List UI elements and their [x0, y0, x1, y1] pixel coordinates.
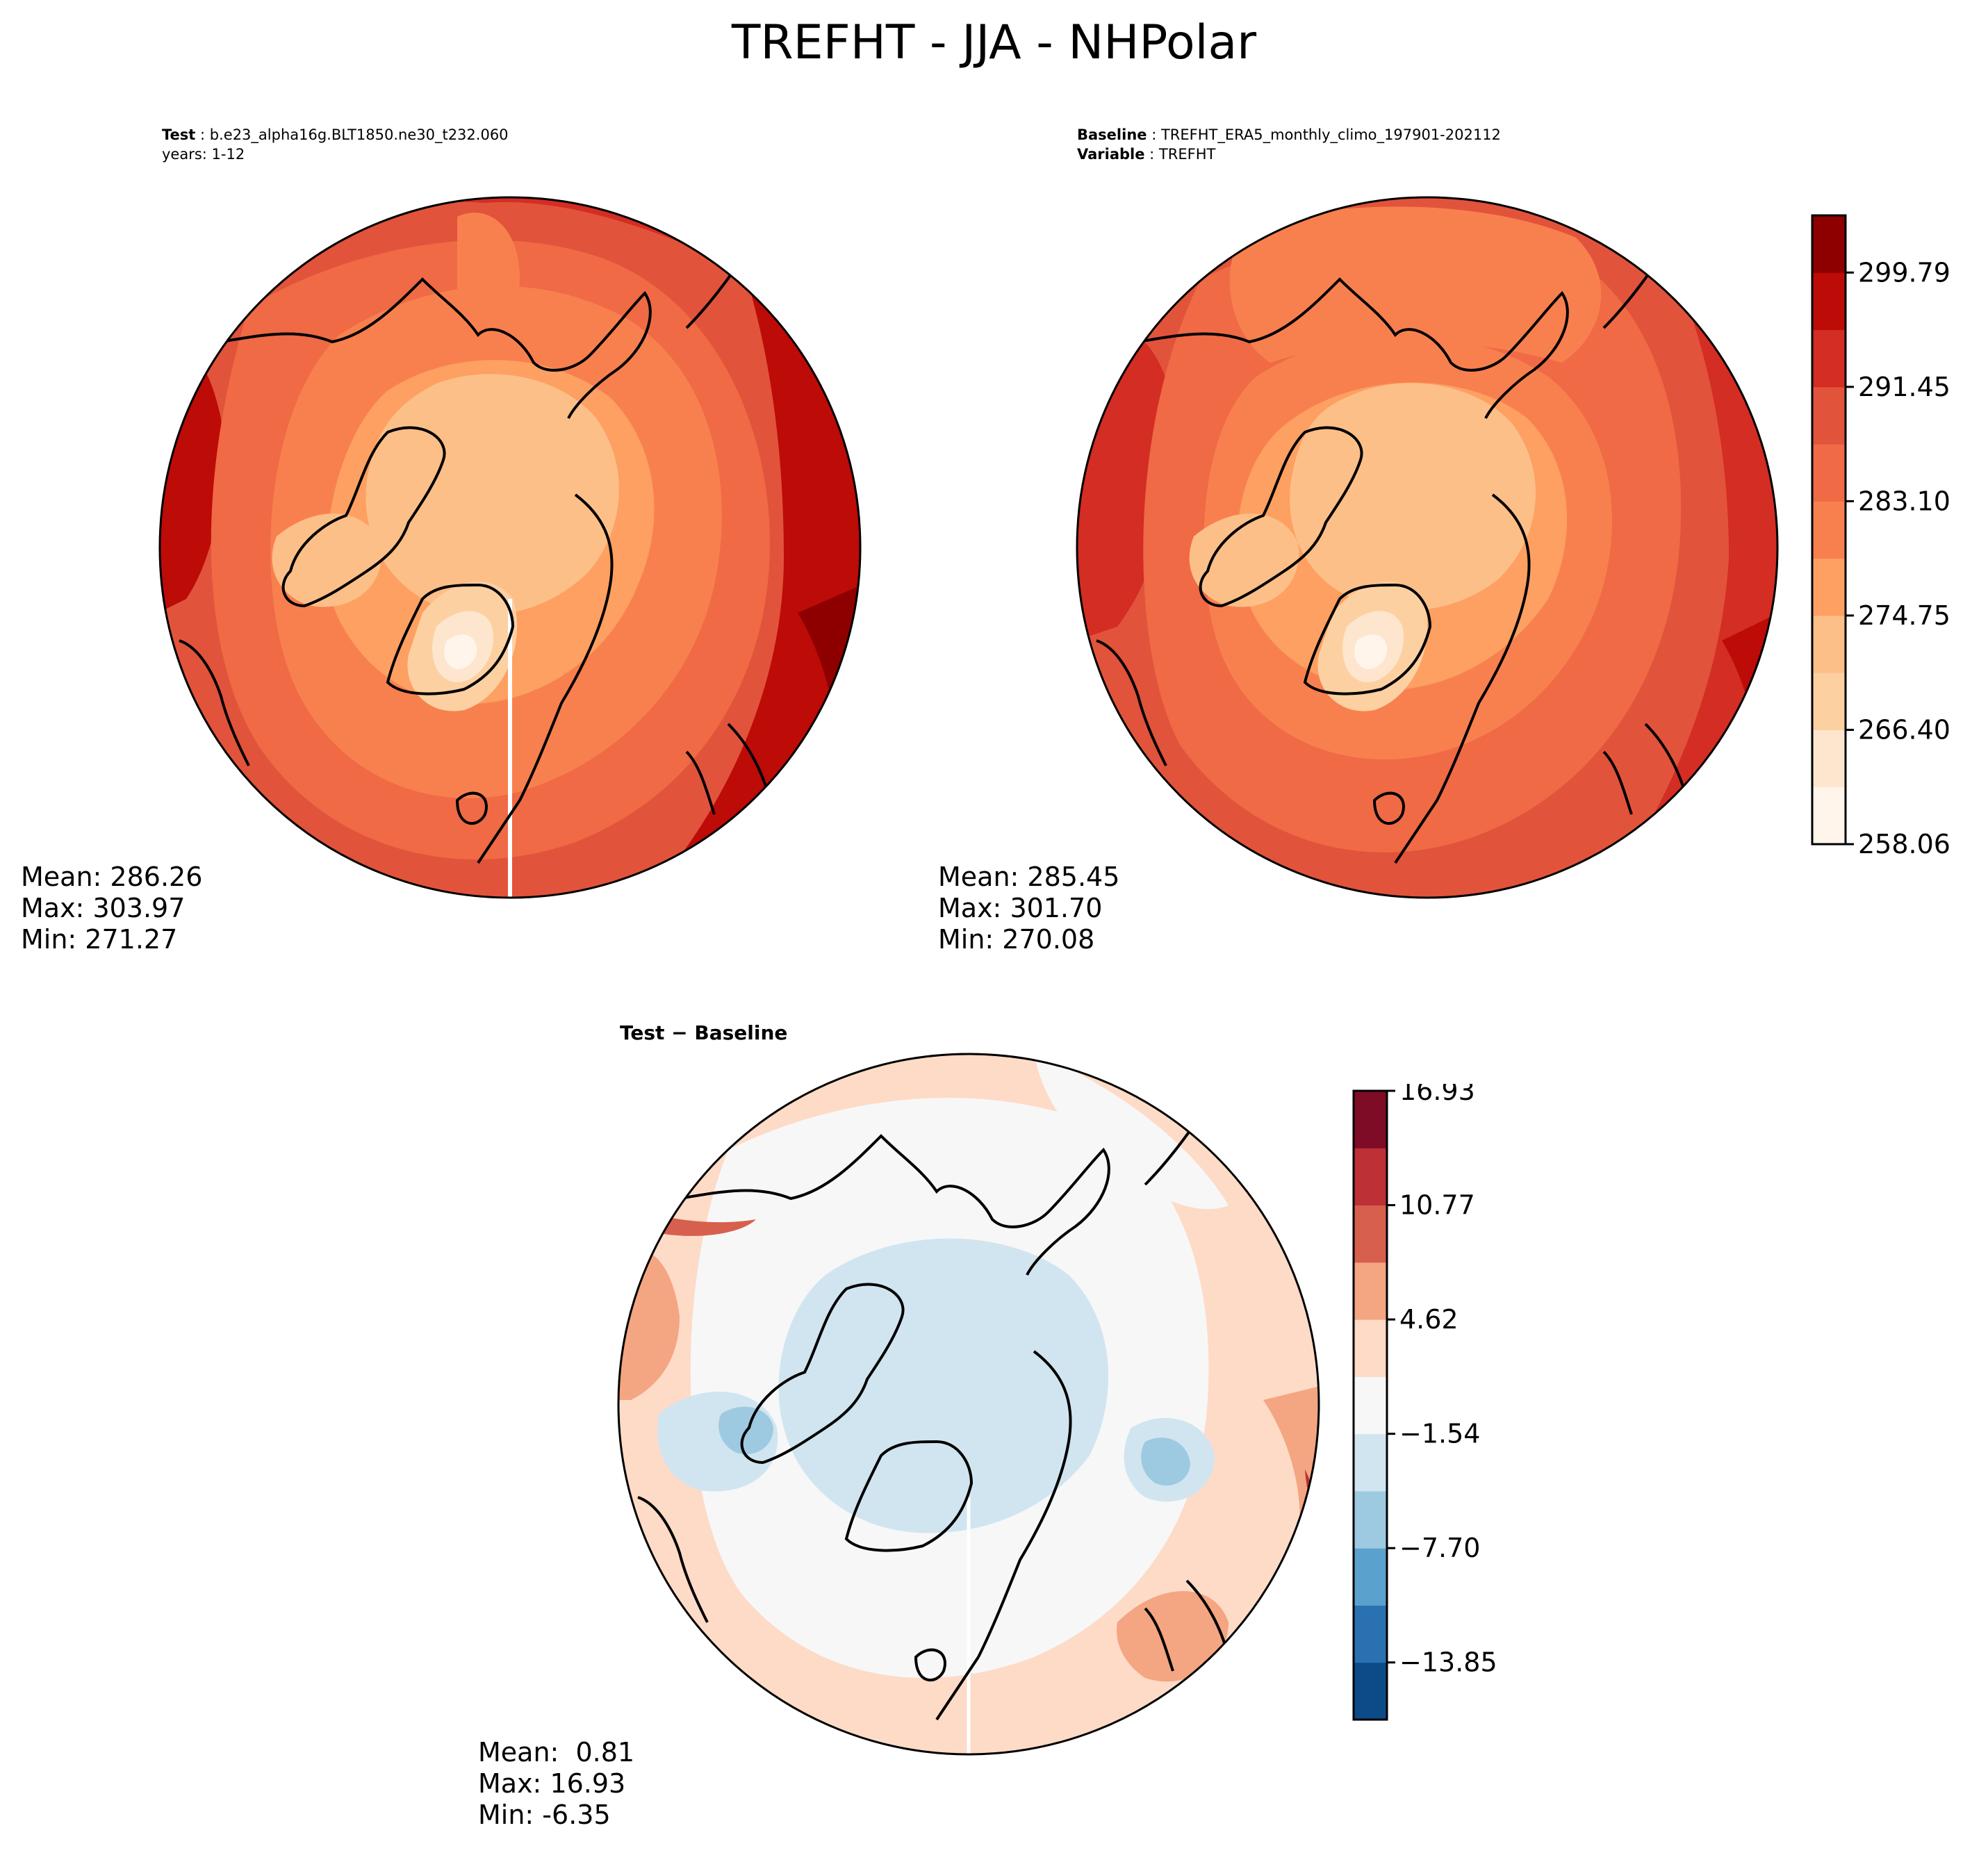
baseline-variable-value: TREFHT [1158, 146, 1216, 163]
main-colorbar-segment [1812, 386, 1846, 445]
diff-title: Test − Baseline [620, 1021, 788, 1044]
test-stats: Mean: 286.26 Max: 303.97 Min: 271.27 [21, 862, 202, 955]
diff-colorbar-tick-label: −13.85 [1399, 1647, 1497, 1678]
main-colorbar-tick-label: 283.10 [1858, 486, 1950, 516]
diff-colorbar-tick-label: −1.54 [1399, 1419, 1480, 1449]
diff-polar-map [617, 1053, 1320, 1756]
baseline-polar-map [1076, 196, 1779, 899]
main-colorbar-tick-label: 291.45 [1858, 372, 1950, 402]
main-colorbar-tick-label: 299.79 [1858, 257, 1950, 288]
main-colorbar-segment [1812, 615, 1846, 673]
diff-colorbar-segments [1354, 1091, 1387, 1720]
diff-colorbar-tick-label: 16.93 [1399, 1084, 1475, 1106]
main-colorbar-tick-label: 266.40 [1858, 714, 1950, 745]
baseline-max: Max: 301.70 [938, 893, 1103, 923]
diff-stats: Mean: 0.81 Max: 16.93 Min: -6.35 [478, 1737, 634, 1831]
main-colorbar-segment [1812, 501, 1846, 559]
diff-colorbar-frame [1352, 1089, 1388, 1721]
diff-colorbar-segment [1354, 1205, 1387, 1263]
test-polar-map [158, 196, 862, 899]
diff-colorbar-segment [1354, 1148, 1387, 1206]
diff-colorbar-tick-label: 10.77 [1399, 1190, 1475, 1221]
main-colorbar: 258.06 266.40 274.75 283.10 291.45 299.79 [1811, 214, 1950, 858]
diff-colorbar-ticks: −13.85 −7.70 −1.54 4.62 10.77 16.93 [1387, 1084, 1497, 1678]
main-colorbar-segment [1812, 444, 1846, 502]
test-min: Min: 271.27 [21, 924, 178, 955]
baseline-label-key: Baseline [1077, 126, 1147, 143]
test-years: years: 1-12 [162, 146, 245, 163]
main-colorbar-ticks: 258.06 266.40 274.75 283.10 291.45 299.79 [1846, 257, 1950, 858]
main-colorbar-segment [1812, 215, 1846, 273]
diff-colorbar-segment [1354, 1548, 1387, 1606]
test-header: Test : b.e23_alpha16g.BLT1850.ne30_t232.… [162, 126, 509, 163]
test-label-value: b.e23_alpha16g.BLT1850.ne30_t232.060 [209, 126, 509, 143]
baseline-mean: Mean: 285.45 [938, 862, 1120, 892]
diff-colorbar-tick-label: −7.70 [1399, 1533, 1480, 1563]
main-colorbar-segment [1812, 673, 1846, 730]
diff-colorbar-segment [1354, 1490, 1387, 1549]
baseline-min: Min: 270.08 [938, 924, 1095, 955]
main-colorbar-segments [1812, 215, 1846, 845]
main-colorbar-tick-label: 258.06 [1858, 829, 1950, 858]
main-colorbar-segment [1812, 272, 1846, 331]
diff-colorbar-segment [1354, 1662, 1387, 1720]
diff-colorbar-segment [1354, 1605, 1387, 1663]
test-max: Max: 303.97 [21, 893, 186, 923]
main-colorbar-tick-label: 274.75 [1858, 600, 1950, 631]
baseline-header: Baseline : TREFHT_ERA5_monthly_climo_197… [1077, 126, 1501, 163]
main-colorbar-segment [1812, 787, 1846, 845]
diff-colorbar-segment [1354, 1091, 1387, 1148]
main-colorbar-segment [1812, 558, 1846, 616]
diff-min: Min: -6.35 [478, 1800, 611, 1830]
diff-colorbar: −13.85 −7.70 −1.54 4.62 10.77 16.93 [1352, 1084, 1497, 1721]
test-label-key: Test [162, 126, 196, 143]
diff-colorbar-segment [1354, 1433, 1387, 1492]
baseline-label-value: TREFHT_ERA5_monthly_climo_197901-202112 [1160, 126, 1501, 143]
diff-colorbar-tick-label: 4.62 [1399, 1304, 1459, 1335]
diff-max: Max: 16.93 [478, 1768, 626, 1799]
main-colorbar-segment [1812, 329, 1846, 388]
baseline-stats: Mean: 285.45 Max: 301.70 Min: 270.08 [938, 862, 1119, 955]
diff-mean: Mean: 0.81 [478, 1737, 635, 1768]
diff-colorbar-segment [1354, 1376, 1387, 1435]
figure-title: TREFHT - JJA - NHPolar [731, 15, 1257, 70]
diff-colorbar-segment [1354, 1319, 1387, 1377]
main-colorbar-frame [1811, 214, 1847, 846]
main-colorbar-segment [1812, 730, 1846, 788]
diff-colorbar-segment [1354, 1262, 1387, 1320]
baseline-variable-key: Variable [1077, 146, 1145, 163]
test-mean: Mean: 286.26 [21, 862, 203, 892]
